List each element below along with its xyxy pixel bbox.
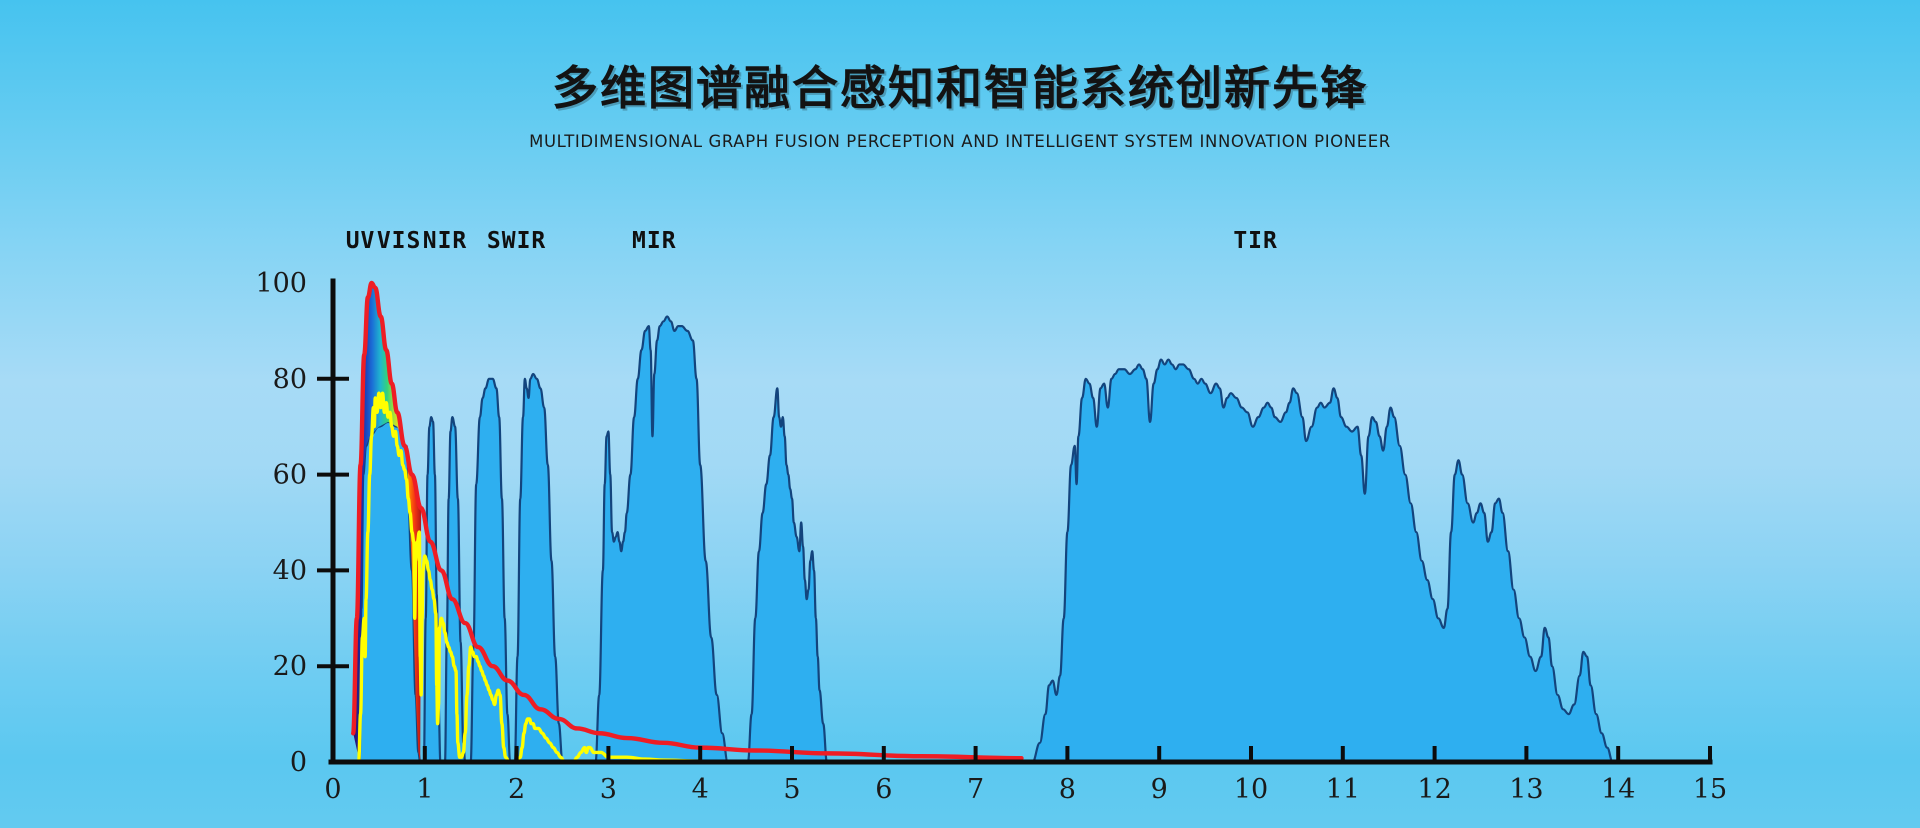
- x-axis-label: 4: [692, 774, 709, 805]
- y-axis-label: 60: [273, 460, 307, 491]
- band-label-swir: SWIR: [487, 228, 546, 254]
- band-label-nir: NIR: [423, 228, 468, 254]
- band-label-mir: MIR: [632, 228, 677, 254]
- band-label-tir: TIR: [1233, 228, 1278, 254]
- y-axis-label: 40: [273, 555, 307, 586]
- y-axis-labels: 0 20 40 60 80 100: [255, 268, 307, 778]
- x-axis-ticks: [422, 746, 1712, 764]
- x-axis-label: 12: [1417, 774, 1451, 805]
- y-axis-label: 0: [290, 747, 307, 778]
- x-axis-label: 0: [324, 774, 341, 805]
- x-axis-label: 7: [967, 774, 984, 805]
- band-label-uv: UV: [346, 228, 376, 254]
- x-axis-label: 10: [1234, 774, 1268, 805]
- y-axis-label: 100: [255, 268, 307, 299]
- page-header: 多维图谱融合感知和智能系统创新先锋 MULTIDIMENSIONAL GRAPH…: [0, 0, 1920, 151]
- band-label-vis: VIS: [377, 228, 422, 254]
- x-axis-label: 2: [508, 774, 525, 805]
- x-axis-label: 3: [600, 774, 617, 805]
- x-axis-label: 11: [1326, 774, 1360, 805]
- y-axis-label: 80: [273, 364, 307, 395]
- measured-spectrum-curve: [357, 391, 702, 764]
- x-axis-labels: 0 1 2 3 4 5 6 7 8 9 10 11 12 13 14 15: [324, 774, 1727, 805]
- chart-series-group: [351, 280, 1614, 764]
- x-axis-label: 6: [875, 774, 892, 805]
- band-labels: UV VIS NIR SWIR MIR TIR: [346, 228, 1278, 254]
- x-axis-label: 8: [1059, 774, 1076, 805]
- x-axis-label: 15: [1693, 774, 1727, 805]
- visible-spectrum-gradient-band: [353, 283, 422, 762]
- x-axis-label: 1: [416, 774, 433, 805]
- atmospheric-transmission-area: [358, 315, 1614, 764]
- y-axis-ticks: [317, 376, 349, 669]
- x-axis-label: 9: [1151, 774, 1168, 805]
- page-subtitle: MULTIDIMENSIONAL GRAPH FUSION PERCEPTION…: [529, 132, 1391, 151]
- x-axis-label: 14: [1601, 774, 1635, 805]
- blackbody-curve: [351, 280, 1024, 761]
- y-axis-label: 20: [273, 651, 307, 682]
- page-title: 多维图谱融合感知和智能系统创新先锋: [552, 61, 1368, 115]
- x-axis-label: 5: [783, 774, 800, 805]
- x-axis-label: 13: [1509, 774, 1543, 805]
